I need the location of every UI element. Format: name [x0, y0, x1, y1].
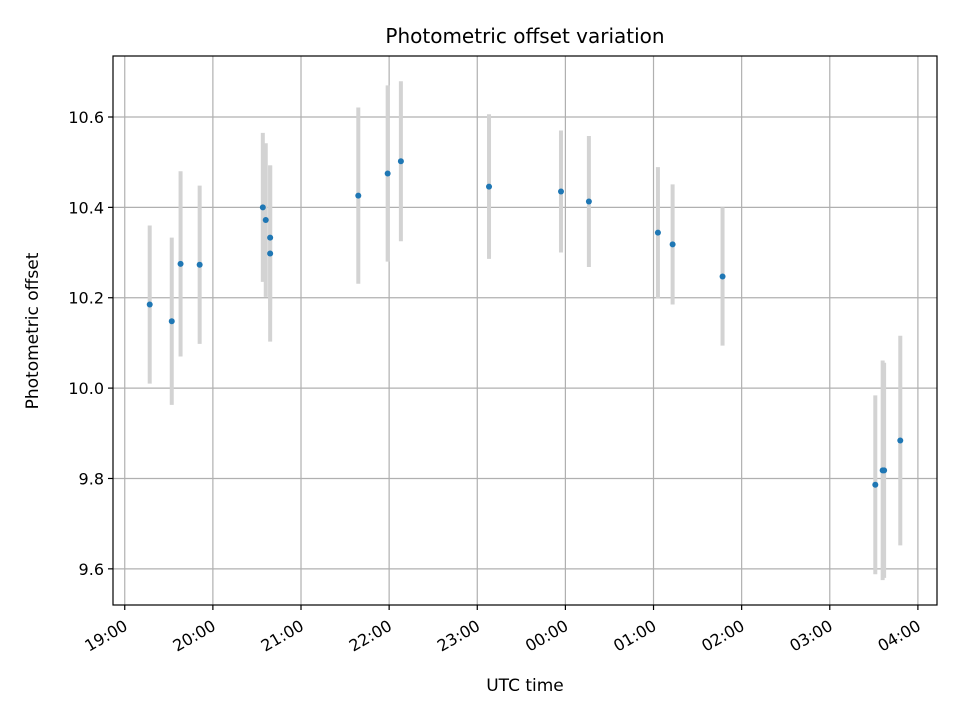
data-point	[267, 250, 274, 257]
y-axis-ticks: 9.6 9.8 10.0 10.2 10.4 10.6	[68, 108, 113, 579]
data-point	[262, 217, 269, 224]
y-tick-label: 10.6	[68, 108, 104, 127]
y-tick-label: 10.2	[68, 289, 104, 308]
y-tick-label: 9.6	[79, 560, 104, 579]
data-point	[654, 229, 661, 236]
data-point	[669, 241, 676, 248]
data-point	[259, 204, 266, 211]
y-axis-title: Photometric offset	[23, 252, 43, 409]
chart-title: Photometric offset variation	[385, 24, 664, 48]
grid-lines	[113, 56, 937, 605]
data-point	[355, 192, 362, 199]
data-point	[557, 188, 564, 195]
plot-area-frame	[112, 55, 938, 606]
y-tick-label: 10.4	[68, 198, 104, 217]
data-point	[486, 183, 493, 190]
data-point	[146, 301, 153, 308]
data-point	[585, 198, 592, 205]
y-tick-label: 10.0	[68, 379, 104, 398]
data-point	[168, 318, 175, 325]
data-point	[177, 260, 184, 267]
data-point	[397, 158, 404, 165]
data-point	[897, 437, 904, 444]
data-point	[384, 170, 391, 177]
data-point	[196, 261, 203, 268]
data-point	[719, 273, 726, 280]
x-axis-title: UTC time	[486, 676, 564, 696]
data-point	[267, 234, 274, 241]
data-point	[881, 467, 888, 474]
data-point	[872, 481, 879, 488]
y-tick-label: 9.8	[79, 469, 104, 488]
data-points	[146, 158, 904, 488]
